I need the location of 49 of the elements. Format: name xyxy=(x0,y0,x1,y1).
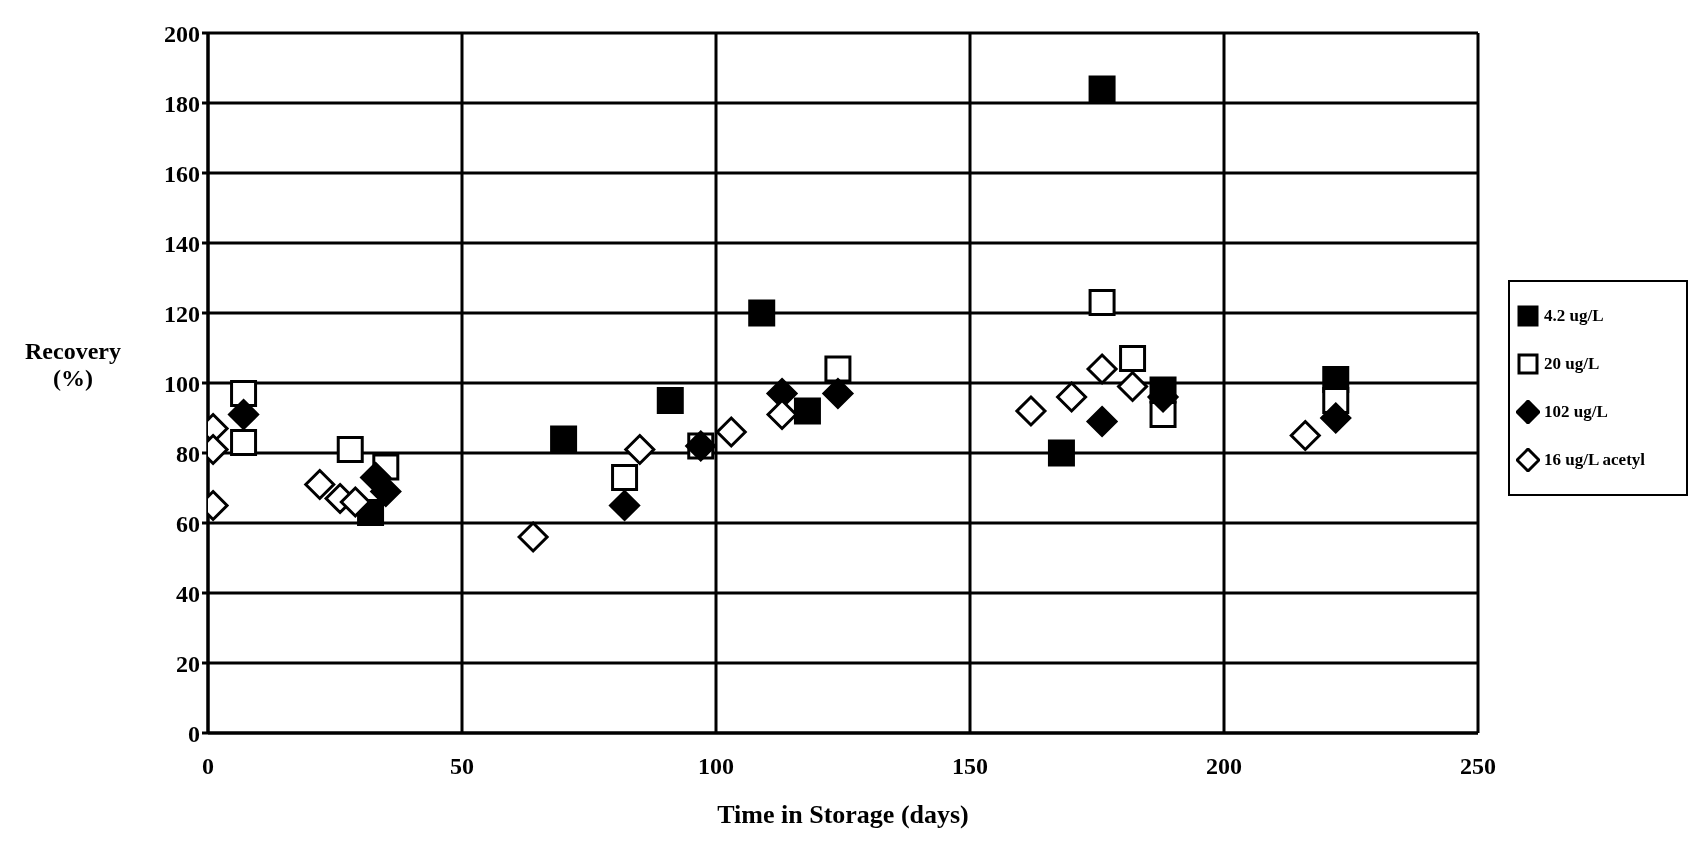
legend-label: 20 ug/L xyxy=(1544,354,1600,374)
point xyxy=(1289,420,1321,451)
y-tick-label: 100 xyxy=(164,370,200,397)
point xyxy=(517,521,549,553)
point xyxy=(1047,439,1075,467)
x-tick-label: 50 xyxy=(450,753,474,780)
x-tick-label: 150 xyxy=(952,753,988,780)
y-tick-label: 60 xyxy=(176,510,200,537)
y-axis-title: Recovery (%) xyxy=(24,338,122,392)
legend-label: 102 ug/L xyxy=(1544,402,1608,422)
point xyxy=(339,486,371,518)
legend-label: 16 ug/L acetyl xyxy=(1544,450,1646,470)
y-tick-label: 120 xyxy=(164,300,200,327)
point xyxy=(1056,381,1088,413)
point xyxy=(1086,353,1118,385)
point xyxy=(748,299,776,327)
x-axis-title: Time in Storage (days) xyxy=(717,800,969,829)
point xyxy=(1015,395,1047,427)
point xyxy=(1086,406,1118,437)
y-tick-label: 140 xyxy=(164,230,200,257)
point xyxy=(1088,289,1116,316)
point xyxy=(656,387,684,414)
y-tick-label: 0 xyxy=(188,720,200,747)
point xyxy=(715,416,747,448)
point xyxy=(611,464,639,491)
legend-label: 4.2 ug/L xyxy=(1544,306,1604,326)
point xyxy=(304,469,336,500)
point xyxy=(793,397,821,425)
point xyxy=(824,355,852,383)
point xyxy=(1088,75,1116,103)
point xyxy=(230,429,258,456)
point xyxy=(822,378,854,409)
point xyxy=(228,399,260,430)
y-tick-label: 80 xyxy=(176,440,200,467)
point xyxy=(550,425,578,453)
y-tick-label: 180 xyxy=(164,90,200,117)
point xyxy=(1119,345,1147,372)
point xyxy=(1117,371,1149,402)
y-tick-label: 40 xyxy=(176,580,200,607)
x-tick-label: 100 xyxy=(698,753,734,780)
y-tick-label: 20 xyxy=(176,650,200,677)
y-tick-label: 200 xyxy=(164,20,200,47)
x-tick-label: 250 xyxy=(1460,753,1496,780)
point xyxy=(336,436,364,463)
point xyxy=(1320,402,1352,434)
y-tick-label: 160 xyxy=(164,160,200,187)
x-tick-label: 200 xyxy=(1206,753,1242,780)
point xyxy=(609,490,641,521)
point xyxy=(624,434,656,465)
